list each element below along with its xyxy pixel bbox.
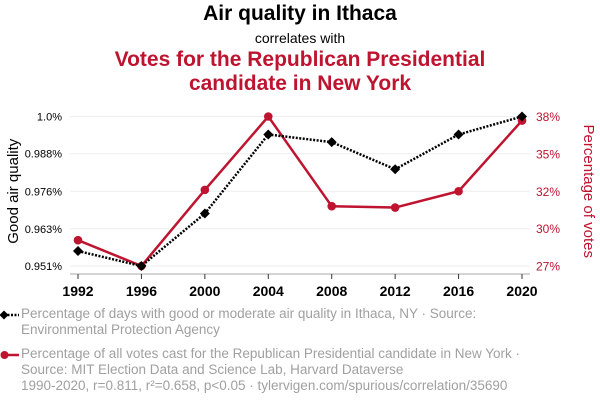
x-tick-label: 2020	[506, 283, 537, 299]
y-right-tick-label: 30%	[536, 222, 560, 236]
y-left-tick-label: 1.0%	[37, 112, 62, 124]
x-tick-label: 2012	[380, 283, 411, 299]
votes-point	[327, 201, 337, 211]
axes	[70, 273, 530, 279]
votes-point	[454, 186, 463, 196]
series	[73, 111, 527, 271]
y-left-tick-label: 0.976%	[25, 186, 63, 198]
gridlines	[70, 116, 530, 267]
air-quality-point	[263, 129, 274, 140]
x-tick-label: 2008	[316, 283, 347, 299]
chart-title-secondary: Votes for the Republican Presidential ca…	[114, 48, 486, 95]
y-right-tick-label: 27%	[536, 260, 560, 274]
votes-point	[263, 112, 273, 121]
legend-text-air-quality: Percentage of days with good or moderate…	[21, 306, 477, 337]
air-quality-point	[453, 129, 464, 140]
legend-diamond-dotted-icon	[0, 310, 19, 320]
axis-labels: 1.0% 0.988% 0.976% 0.963% 0.951% 38% 35% 32% 30%…	[5, 110, 597, 299]
chart-subtitle: correlates with	[254, 30, 346, 46]
x-tick-label: 1992	[62, 283, 93, 299]
y-right-tick-label: 38%	[536, 110, 560, 124]
legend-text-votes: Percentage of all votes cast for the Rep…	[21, 346, 521, 377]
y-left-tick-label: 0.988%	[25, 149, 63, 161]
votes-point	[200, 185, 210, 195]
x-tick-label: 2016	[443, 283, 474, 299]
series-air-quality-line	[77, 115, 523, 268]
x-tick-label: 2004	[253, 283, 284, 299]
y-left-tick-label: 0.951%	[25, 261, 63, 273]
air-quality-point	[136, 261, 147, 271]
footer-stats: 1990-2020, r=0.811, r²=0.658, p<0.05 · t…	[21, 378, 508, 393]
air-quality-point	[390, 164, 401, 175]
y-right-axis-title: Percentage of votes	[580, 125, 597, 258]
votes-point	[73, 235, 83, 245]
legend-circle-line-icon	[0, 351, 19, 359]
y-right-tick-label: 35%	[536, 147, 560, 161]
y-left-tick-label: 0.963%	[25, 224, 63, 236]
chart-title: Air quality in Ithaca	[203, 2, 397, 25]
air-quality-point	[326, 137, 337, 148]
air-quality-point	[199, 208, 210, 219]
votes-point	[390, 203, 400, 212]
y-left-axis-title: Good air quality	[5, 138, 22, 244]
line-chart: 1.0% 0.988% 0.976% 0.963% 0.951% 38% 35% 32% 30%…	[5, 110, 597, 299]
air-quality-point	[73, 246, 83, 257]
x-tick-label: 1996	[126, 283, 157, 299]
x-tick-label: 2000	[189, 283, 220, 299]
air-quality-point	[517, 111, 527, 122]
y-right-tick-label: 32%	[536, 185, 560, 199]
series-votes-line	[77, 115, 523, 268]
